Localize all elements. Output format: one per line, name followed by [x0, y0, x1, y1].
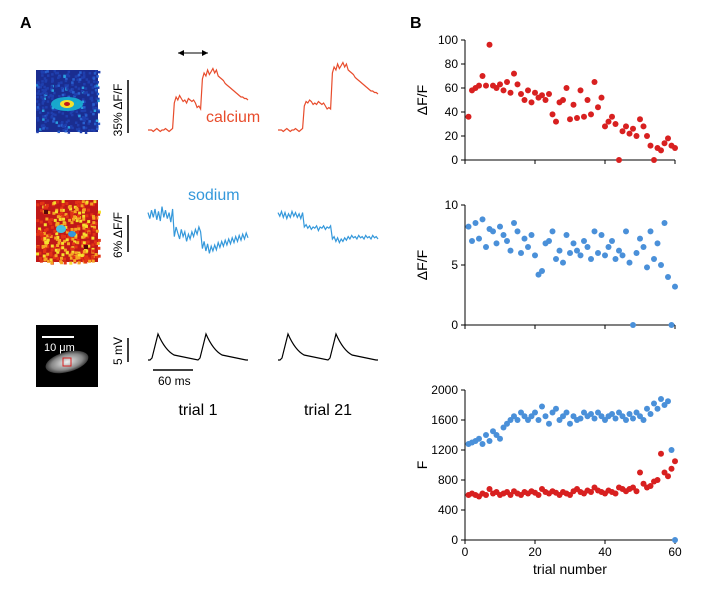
svg-text:5 mV: 5 mV	[111, 337, 125, 365]
svg-text:2000: 2000	[431, 383, 458, 397]
svg-text:F: F	[414, 461, 430, 470]
svg-text:0: 0	[462, 545, 469, 559]
svg-text:800: 800	[438, 473, 458, 487]
svg-text:400: 400	[438, 503, 458, 517]
svg-text:20: 20	[445, 129, 459, 143]
svg-text:calcium: calcium	[206, 109, 260, 126]
svg-text:35% ΔF/F: 35% ΔF/F	[111, 84, 125, 137]
svg-text:1200: 1200	[431, 443, 458, 457]
panel-b-figure: 020406080100ΔF/F0510ΔF/F0400800120016002…	[410, 20, 690, 580]
svg-text:5: 5	[451, 258, 458, 272]
svg-text:20: 20	[528, 545, 542, 559]
svg-text:0: 0	[451, 318, 458, 332]
svg-text:trial 21: trial 21	[304, 402, 352, 419]
svg-text:10 μm: 10 μm	[44, 342, 75, 354]
svg-text:40: 40	[598, 545, 612, 559]
svg-text:60 ms: 60 ms	[158, 374, 191, 388]
svg-text:100: 100	[438, 33, 458, 47]
svg-text:0: 0	[451, 533, 458, 547]
svg-text:60: 60	[445, 81, 459, 95]
svg-text:80: 80	[445, 57, 459, 71]
svg-text:ΔF/F: ΔF/F	[414, 250, 430, 280]
svg-text:10: 10	[445, 198, 459, 212]
svg-text:trial number: trial number	[533, 561, 607, 577]
svg-text:6% ΔF/F: 6% ΔF/F	[111, 212, 125, 258]
svg-text:ΔF/F: ΔF/F	[414, 85, 430, 115]
svg-text:60: 60	[668, 545, 682, 559]
svg-text:trial 1: trial 1	[178, 402, 217, 419]
svg-text:sodium: sodium	[188, 187, 240, 204]
svg-text:40: 40	[445, 105, 459, 119]
svg-text:1600: 1600	[431, 413, 458, 427]
svg-text:0: 0	[451, 153, 458, 167]
panel-a-figure: 10 μm 35% ΔF/F calcium 6% ΔF/F sodium 5 mV 60 …	[18, 20, 388, 580]
